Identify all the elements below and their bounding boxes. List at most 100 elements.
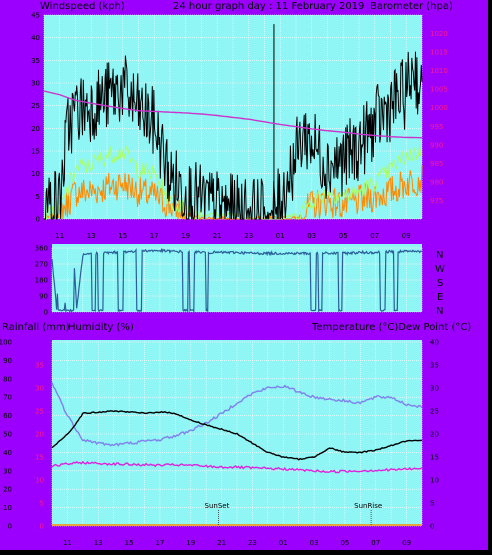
humidity-tick-label: 70 — [3, 394, 12, 402]
rainfall-tick-label: 35 — [35, 362, 44, 370]
rainfall-tick-label: 5 — [40, 500, 44, 508]
wind-left-tick-label: 10 — [31, 170, 40, 178]
rainfall-tick-label: 10 — [35, 477, 44, 485]
barometer-tick-label: 1000 — [430, 104, 448, 112]
rainfall-tick-label: 15 — [35, 454, 44, 462]
humidity-tick-label: 90 — [3, 357, 12, 365]
rainfall-tick-label: 20 — [35, 431, 44, 439]
climate-hour-tick-label: 05 — [340, 539, 349, 547]
title-graph-day: 24 hour graph day : 11 February 2019 — [173, 1, 364, 12]
wind-hour-tick-label: 05 — [339, 232, 348, 240]
wind-hour-tick-label: 13 — [87, 232, 96, 240]
humidity-tick-label: 50 — [3, 431, 12, 439]
wind-left-tick-label: 5 — [36, 193, 40, 201]
compass-s: S — [437, 278, 443, 289]
humidity-tick-label: 30 — [3, 467, 12, 475]
temperature-tick-label: 10 — [430, 477, 439, 485]
temperature-series — [51, 410, 423, 461]
direction-tick-label: 0 — [44, 309, 48, 317]
title-temperature-dewpoint: Temperature (°C)Dew Point (°C) — [311, 322, 471, 333]
wind-left-tick-label: 45 — [31, 12, 40, 20]
sun-markers: SunSet SunRise — [205, 502, 382, 526]
wind-left-tick-label: 30 — [31, 80, 40, 88]
temperature-tick-label: 35 — [430, 362, 439, 370]
rainfall-tick-label: 25 — [35, 408, 44, 416]
title-windspeed: Windspeed (kph) — [40, 1, 125, 12]
wind-hour-tick-label: 07 — [370, 232, 379, 240]
barometer-tick-label: 985 — [430, 160, 443, 168]
compass-n-top: N — [436, 250, 443, 261]
temperature-tick-label: 30 — [430, 385, 439, 393]
barometer-tick-label: 990 — [430, 141, 443, 149]
humidity-tick-label: 10 — [3, 504, 12, 512]
direction-tick-label: 90 — [39, 293, 48, 301]
sunset-label: SunSet — [205, 502, 230, 510]
temperature-tick-label: 40 — [430, 339, 439, 347]
climate-hour-tick-label: 07 — [371, 539, 380, 547]
rainfall-tick-label: 30 — [35, 385, 44, 393]
wind-gust-series — [44, 51, 423, 220]
humidity-series — [51, 382, 423, 447]
barometer-tick-label: 1020 — [430, 30, 448, 38]
compass-e: E — [437, 292, 443, 303]
compass-n-bottom: N — [436, 306, 443, 317]
wind-hour-tick-label: 17 — [150, 232, 159, 240]
dewpoint-series — [51, 460, 423, 474]
temperature-tick-label: 0 — [430, 523, 434, 531]
wind-hour-tick-label: 21 — [213, 232, 222, 240]
climate-hour-tick-label: 17 — [155, 539, 164, 547]
wind-hour-tick-label: 23 — [244, 232, 253, 240]
barometer-tick-label: 1005 — [430, 86, 448, 94]
wind-hour-tick-label: 19 — [181, 232, 190, 240]
compass-w: W — [435, 264, 445, 275]
humidity-tick-label: 40 — [3, 449, 12, 457]
direction-tick-label: 360 — [35, 245, 48, 253]
climate-hour-tick-label: 13 — [94, 539, 103, 547]
wind-hour-tick-label: 01 — [276, 232, 285, 240]
wind-left-tick-label: 35 — [31, 57, 40, 65]
wind-left-tick-label: 40 — [31, 34, 40, 42]
climate-hour-tick-label: 01 — [279, 539, 288, 547]
humidity-tick-label: 20 — [3, 486, 12, 494]
wind-avg-orange-series — [43, 165, 423, 221]
direction-tick-label: 180 — [35, 277, 48, 285]
rainfall-tick-label: 0 — [40, 523, 44, 531]
barometer-tick-label: 995 — [430, 123, 443, 131]
humidity-tick-label: 0 — [8, 523, 12, 531]
humidity-tick-label: 80 — [3, 375, 12, 383]
barometer-tick-label: 1010 — [430, 67, 448, 75]
barometer-tick-label: 980 — [430, 178, 443, 186]
wind-left-tick-label: 15 — [31, 148, 40, 156]
climate-hour-tick-label: 19 — [186, 539, 195, 547]
wind-hour-tick-label: 15 — [118, 232, 127, 240]
temperature-tick-label: 25 — [430, 408, 439, 416]
series-layer — [43, 24, 423, 526]
climate-hour-tick-label: 23 — [248, 539, 257, 547]
temperature-tick-label: 15 — [430, 454, 439, 462]
sunrise-label: SunRise — [354, 502, 382, 510]
wind-hour-tick-label: 03 — [307, 232, 316, 240]
wind-hour-tick-label: 11 — [55, 232, 64, 240]
title-rainfall: Rainfall (mm) — [2, 322, 70, 333]
wind-left-tick-label: 0 — [36, 216, 40, 224]
humidity-tick-label: 100 — [0, 339, 12, 347]
axis-labels: 0510152025303540459759809859909951000100… — [0, 12, 448, 548]
direction-tick-label: 270 — [35, 261, 48, 269]
climate-hour-tick-label: 21 — [217, 539, 226, 547]
direction-grid — [51, 247, 423, 313]
wind-left-tick-label: 25 — [31, 102, 40, 110]
barometer-series — [43, 90, 423, 139]
barometer-tick-label: 975 — [430, 197, 443, 205]
barometer-tick-label: 1015 — [430, 49, 448, 57]
temperature-tick-label: 5 — [430, 500, 434, 508]
title-barometer: Barometer (hpa) — [370, 1, 453, 12]
humidity-tick-label: 60 — [3, 412, 12, 420]
climate-hour-tick-label: 09 — [402, 539, 411, 547]
climate-hour-tick-label: 15 — [125, 539, 134, 547]
temperature-tick-label: 20 — [430, 431, 439, 439]
wind-hour-tick-label: 09 — [402, 232, 411, 240]
wind-direction-series — [51, 247, 423, 314]
compass-labels: N W S E N — [435, 250, 445, 317]
